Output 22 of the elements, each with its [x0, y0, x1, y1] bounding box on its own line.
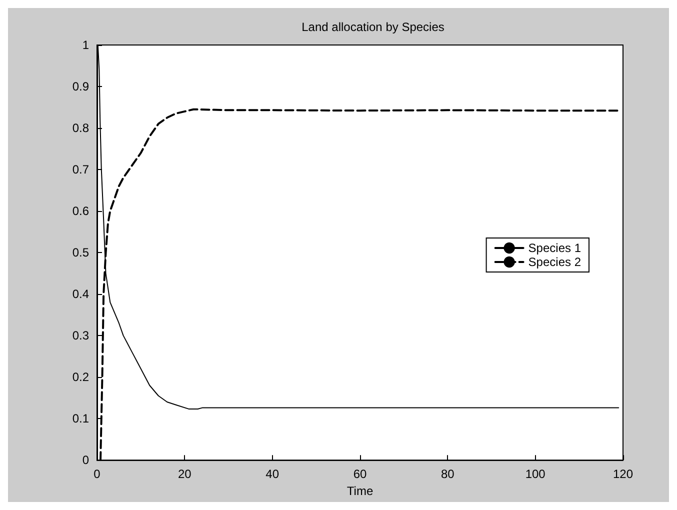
y-tick-label: 0 — [82, 453, 90, 468]
x-tick-label: 80 — [440, 467, 455, 482]
x-tick-label: 120 — [612, 467, 634, 482]
legend-label: Species 1 — [528, 241, 582, 255]
y-tick-label: 0.7 — [72, 162, 90, 177]
chart-title: Land allocation by Species — [302, 20, 444, 34]
y-tick-label: 0.1 — [72, 412, 90, 426]
y-tick-label: 0.4 — [72, 287, 90, 302]
x-tick-label: 100 — [525, 467, 546, 482]
y-tick-label: 0.5 — [72, 246, 90, 260]
x-axis-title: Time — [346, 484, 374, 498]
y-tick-label: 1 — [82, 38, 90, 52]
x-tick-label: 40 — [266, 467, 280, 482]
y-tick-label: 0.8 — [72, 121, 90, 136]
y-tick-label: 0.3 — [72, 328, 90, 343]
legend-label: Species 2 — [528, 255, 582, 269]
y-tick-label: 0.2 — [72, 370, 90, 384]
y-tick-label: 0.6 — [72, 204, 90, 218]
x-tick-label: 20 — [178, 467, 192, 482]
x-tick-label: 0 — [94, 467, 101, 482]
x-tick-label: 60 — [353, 467, 367, 482]
y-tick-label: 0.9 — [72, 80, 90, 94]
